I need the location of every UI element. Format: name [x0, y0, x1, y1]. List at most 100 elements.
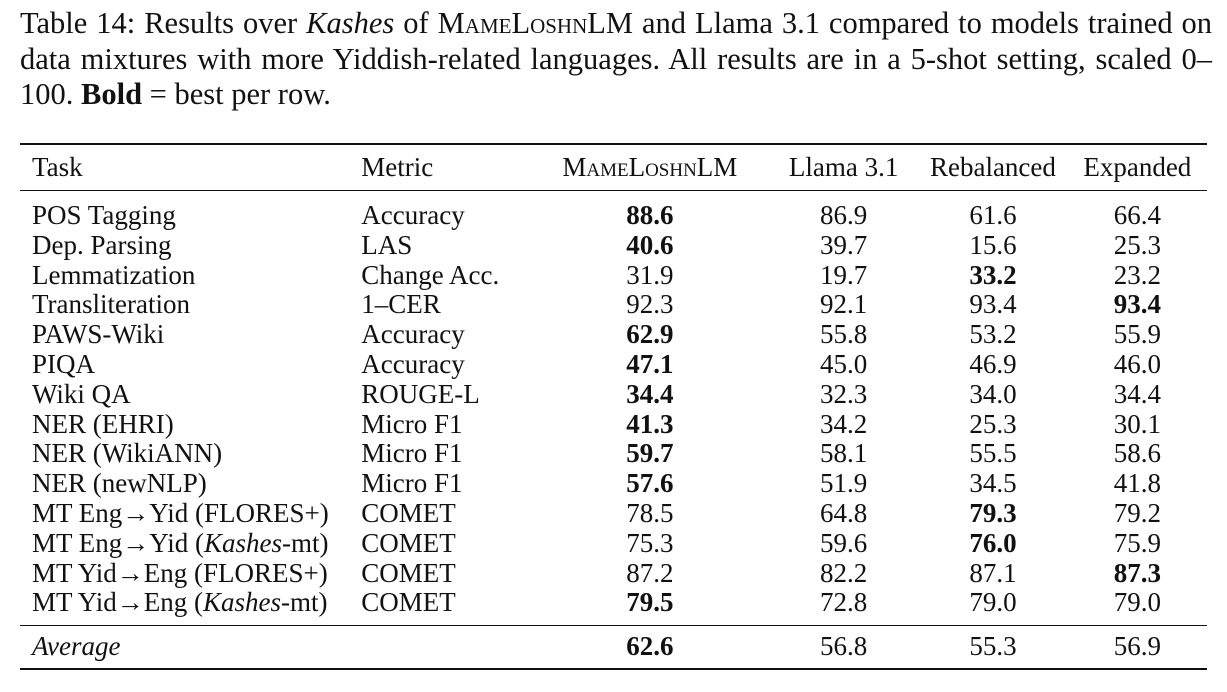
value-cell-llama: 64.8 [820, 497, 868, 528]
task-suffix: FLORES+) [204, 497, 329, 528]
task-suffix: FLORES+) [203, 557, 328, 588]
value-cell-rebalanced: 46.9 [969, 348, 1017, 379]
table-row: Transliteration 1–CER 92.3 92.1 93.4 93.4 [20, 290, 1207, 320]
task-cell: POS Tagging [32, 200, 176, 230]
task-cell: Dep. Parsing [32, 229, 172, 260]
value-cell-llama: 51.9 [820, 468, 868, 499]
value-cell-expanded: 55.9 [1113, 319, 1161, 350]
value-cell-llama: 55.8 [820, 319, 868, 350]
task-suffix: -mt) [282, 527, 329, 558]
header-mameloshnlm: MameLoshnLM [562, 151, 738, 182]
value-cell-rebalanced: 76.0 [969, 527, 1017, 558]
metric-cell: Micro F1 [361, 408, 463, 439]
caption-bold-word: Bold [81, 77, 143, 111]
value-cell-mameloshnlm: 31.9 [626, 259, 674, 290]
value-cell-mameloshnlm: 47.1 [626, 348, 674, 379]
task-prefix: MT Yid→Eng ( [32, 557, 204, 588]
value-cell-mameloshnlm: 88.6 [626, 200, 674, 230]
value-cell-mameloshnlm: 92.3 [626, 289, 674, 320]
value-cell-llama: 92.1 [820, 289, 868, 320]
table-row: NER (WikiANN) Micro F1 59.7 58.1 55.5 58.6 [20, 439, 1207, 469]
metric-cell: Accuracy [361, 348, 465, 379]
table-header-row: Task Metric MameLoshnLM Llama 3.1 Rebala… [20, 144, 1207, 191]
value-cell-expanded: 23.2 [1113, 259, 1161, 290]
header-rebalanced: Rebalanced [929, 151, 1056, 182]
average-value-llama: 56.8 [820, 631, 868, 662]
value-cell-expanded: 93.4 [1113, 289, 1161, 320]
value-cell-mameloshnlm: 79.5 [626, 587, 674, 618]
task-prefix: MT Yid→Eng ( [32, 587, 204, 618]
caption-text-3: and Llama 3.1 compared to models trained… [20, 6, 1213, 111]
value-cell-rebalanced: 15.6 [969, 229, 1017, 260]
task-cell: NER (EHRI) [32, 408, 174, 439]
value-cell-rebalanced: 93.4 [969, 289, 1017, 320]
average-metric-cell [361, 626, 530, 670]
value-cell-rebalanced: 53.2 [969, 319, 1017, 350]
metric-cell: Micro F1 [361, 438, 463, 469]
table-row: MT Eng→Yid (FLORES+) COMET 78.5 64.8 79.3 79.… [20, 497, 1207, 529]
value-cell-mameloshnlm: 59.7 [626, 438, 674, 469]
table-row: Lemmatization Change Acc. 31.9 19.7 33.2 23.2 [20, 259, 1207, 291]
table-row: MT Yid→Eng (FLORES+) COMET 87.2 82.2 87.1 87.… [20, 557, 1207, 589]
table-caption: Table 14: Results over Kashes of MameLos… [20, 6, 1212, 113]
metric-cell: COMET [361, 587, 456, 618]
average-row: Average 62.6 56.8 55.3 56.9 [20, 625, 1207, 670]
task-cell: Transliteration [32, 289, 190, 320]
value-cell-llama: 32.3 [820, 378, 868, 409]
value-cell-llama: 59.6 [820, 527, 868, 558]
caption-model-name: MameLoshnLM [437, 6, 633, 40]
value-cell-rebalanced: 55.5 [969, 438, 1017, 469]
task-corpus: Kashes [203, 587, 282, 618]
metric-cell: ROUGE-L [361, 378, 480, 409]
metric-cell: Accuracy [361, 200, 465, 230]
task-suffix: -mt) [281, 587, 328, 618]
task-prefix: MT Eng→Yid ( [32, 527, 205, 558]
task-cell: MT Yid→Eng (FLORES+) [20, 557, 361, 589]
value-cell-expanded: 75.9 [1113, 527, 1161, 558]
metric-cell: LAS [361, 229, 413, 260]
value-cell-rebalanced: 34.0 [969, 378, 1017, 409]
value-cell-expanded: 30.1 [1113, 408, 1161, 439]
value-cell-mameloshnlm: 62.9 [626, 319, 674, 350]
value-cell-llama: 72.8 [820, 587, 868, 618]
task-cell: PIQA [32, 348, 96, 379]
value-cell-mameloshnlm: 40.6 [626, 229, 674, 260]
average-value-rebalanced: 55.3 [969, 631, 1017, 662]
task-cell: MT Eng→Yid (FLORES+) [20, 497, 361, 529]
caption-text-2: of [403, 6, 429, 40]
metric-cell: Micro F1 [361, 468, 463, 499]
value-cell-expanded: 41.8 [1113, 468, 1161, 499]
header-task: Task [32, 151, 83, 182]
task-cell: MT Eng→Yid (Kashes-mt) [20, 527, 361, 559]
table-row: PAWS-Wiki Accuracy 62.9 55.8 53.2 55.9 [20, 319, 1207, 350]
value-cell-expanded: 46.0 [1113, 348, 1161, 379]
table-row: PIQA Accuracy 47.1 45.0 46.9 46.0 [20, 348, 1207, 380]
task-cell: Wiki QA [32, 378, 131, 409]
value-cell-mameloshnlm: 57.6 [626, 468, 674, 499]
metric-cell: Change Acc. [361, 259, 500, 290]
metric-cell: COMET [361, 557, 456, 588]
value-cell-rebalanced: 61.6 [969, 200, 1017, 230]
value-cell-llama: 45.0 [820, 348, 868, 379]
header-expanded: Expanded [1083, 151, 1192, 182]
task-corpus: Kashes [204, 527, 283, 558]
table-row: NER (EHRI) Micro F1 41.3 34.2 25.3 30.1 [20, 408, 1207, 440]
value-cell-expanded: 58.6 [1113, 438, 1161, 469]
caption-text-1: Results over [144, 6, 298, 40]
header-llama: Llama 3.1 [788, 151, 899, 182]
task-cell: PAWS-Wiki [32, 319, 165, 350]
value-cell-llama: 58.1 [820, 438, 868, 469]
value-cell-expanded: 34.4 [1113, 378, 1161, 409]
table-row: MT Eng→Yid (Kashes-mt) COMET 75.3 59.6 76.0 7… [20, 527, 1207, 559]
value-cell-expanded: 66.4 [1113, 200, 1161, 230]
value-cell-mameloshnlm: 34.4 [626, 378, 674, 409]
task-cell: MT Yid→Eng (Kashes-mt) [20, 587, 361, 625]
value-cell-rebalanced: 25.3 [969, 408, 1017, 439]
value-cell-expanded: 79.0 [1113, 587, 1161, 618]
table-row: MT Yid→Eng (Kashes-mt) COMET 79.5 72.8 79.0 7… [20, 587, 1207, 625]
metric-cell: COMET [361, 527, 456, 558]
task-cell: Lemmatization [32, 259, 196, 290]
value-cell-expanded: 87.3 [1113, 557, 1161, 588]
value-cell-llama: 39.7 [820, 229, 868, 260]
